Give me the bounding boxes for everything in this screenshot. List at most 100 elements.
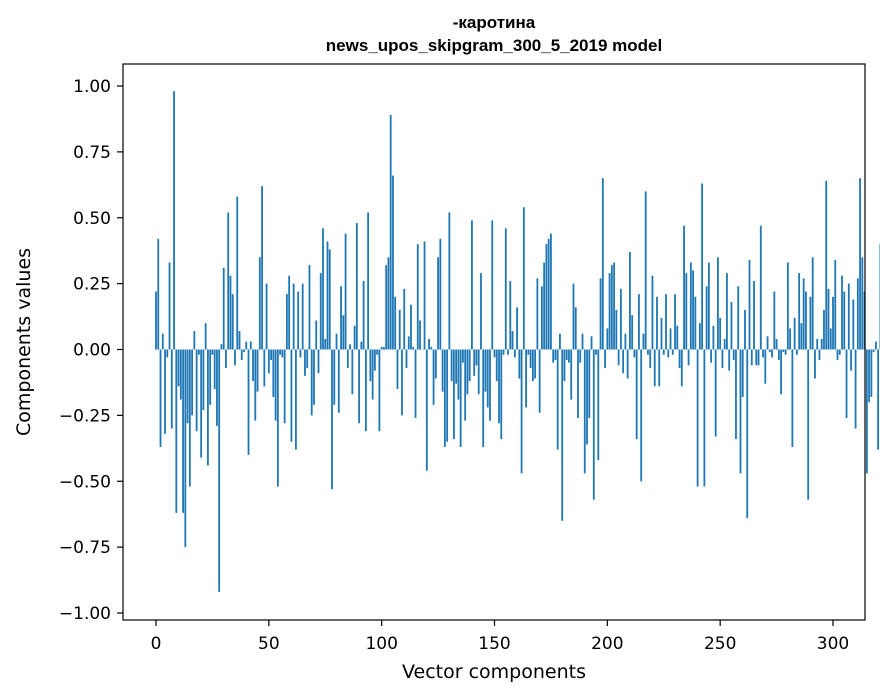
- bar-254: [728, 349, 731, 371]
- bar-157: [509, 280, 512, 350]
- bar-155: [504, 228, 507, 350]
- bar-261: [744, 309, 746, 350]
- bar-288: [805, 291, 807, 350]
- bar-148: [489, 349, 491, 421]
- bar-233: [680, 349, 683, 387]
- x-tick-label-0: 0: [151, 634, 162, 654]
- bar-2: [159, 349, 162, 447]
- bar-43: [252, 349, 254, 382]
- bar-149: [491, 220, 494, 350]
- bar-295: [820, 338, 823, 350]
- bar-244: [705, 286, 708, 350]
- bar-60: [290, 349, 293, 442]
- bar-246: [710, 349, 713, 363]
- bar-300: [832, 296, 834, 350]
- bar-9: [175, 349, 178, 513]
- bar-255: [730, 302, 733, 350]
- bar-119: [423, 241, 426, 350]
- bar-69: [310, 349, 313, 416]
- bar-144: [480, 273, 482, 350]
- bar-3: [161, 333, 164, 350]
- bar-82: [340, 286, 342, 350]
- bar-36: [236, 196, 239, 350]
- bar-53: [274, 349, 277, 421]
- bar-227: [667, 349, 670, 358]
- bar-239: [694, 296, 697, 350]
- chart-title-line-1: -каротина: [453, 13, 536, 32]
- bar-104: [389, 114, 392, 350]
- bar-235: [685, 273, 688, 350]
- bar-56: [281, 349, 284, 358]
- bar-146: [484, 349, 487, 392]
- bar-71: [315, 320, 318, 350]
- y-axis-ticks: 1.00 0.75 0.50 0.25 0.00 −0.25 −0.50 −0.75 −1.00: [59, 77, 123, 624]
- bar-306: [845, 349, 848, 419]
- bar-115: [414, 349, 417, 419]
- bar-151: [495, 349, 498, 382]
- bar-81: [337, 349, 340, 413]
- bar-14: [186, 349, 189, 424]
- bar-166: [529, 349, 532, 368]
- bar-308: [850, 349, 852, 371]
- bar-62: [295, 349, 297, 450]
- bar-224: [660, 317, 663, 350]
- bar-32: [227, 212, 230, 350]
- bar-237: [689, 262, 692, 350]
- bar-160: [516, 307, 518, 350]
- bar-133: [455, 349, 458, 384]
- bar-66: [304, 349, 306, 376]
- bar-265: [753, 280, 755, 350]
- bar-48: [263, 349, 266, 387]
- bar-210: [629, 252, 631, 350]
- bar-19: [197, 349, 200, 355]
- bar-170: [538, 349, 541, 413]
- bar-259: [739, 349, 742, 474]
- bar-201: [608, 273, 611, 350]
- bar-112: [407, 336, 410, 350]
- bar-79: [333, 349, 336, 405]
- bar-202: [610, 265, 613, 350]
- bar-274: [773, 291, 776, 350]
- bar-63: [297, 291, 300, 350]
- bar-117: [419, 320, 421, 350]
- bar-173: [545, 244, 548, 350]
- bar-184: [570, 349, 573, 400]
- bar-310: [854, 349, 857, 429]
- bar-266: [755, 349, 758, 366]
- bar-260: [741, 349, 744, 397]
- bar-218: [647, 349, 649, 355]
- bar-series: [155, 91, 880, 592]
- bar-131: [450, 349, 453, 382]
- bar-291: [811, 257, 814, 350]
- bar-76: [326, 241, 329, 350]
- x-tick-label-300: 300: [817, 634, 849, 654]
- bar-24: [209, 349, 212, 405]
- bar-251: [721, 349, 724, 368]
- bar-0: [155, 291, 157, 350]
- bar-268: [759, 225, 762, 350]
- bar-91: [360, 341, 363, 350]
- bar-51: [270, 349, 272, 361]
- bar-238: [692, 270, 694, 350]
- bar-309: [852, 299, 855, 350]
- bar-242: [701, 183, 704, 350]
- bar-320: [877, 349, 880, 450]
- bar-46: [258, 257, 261, 350]
- bar-176: [552, 349, 555, 363]
- bar-108: [398, 309, 401, 350]
- x-tick-label-250: 250: [704, 634, 736, 654]
- bar-84: [344, 233, 347, 350]
- bar-44: [254, 349, 257, 421]
- bar-11: [179, 349, 182, 400]
- bar-13: [184, 349, 187, 548]
- bar-80: [335, 333, 338, 350]
- x-tick-label-150: 150: [478, 634, 510, 654]
- y-tick-label-4: 0.00: [73, 341, 111, 361]
- bar-55: [279, 349, 282, 355]
- bar-61: [292, 283, 295, 350]
- bar-1: [157, 238, 160, 350]
- bar-163: [522, 207, 525, 350]
- y-tick-label-7: −0.75: [59, 538, 111, 558]
- y-tick-label-2: 0.50: [73, 209, 111, 229]
- bar-134: [457, 349, 460, 400]
